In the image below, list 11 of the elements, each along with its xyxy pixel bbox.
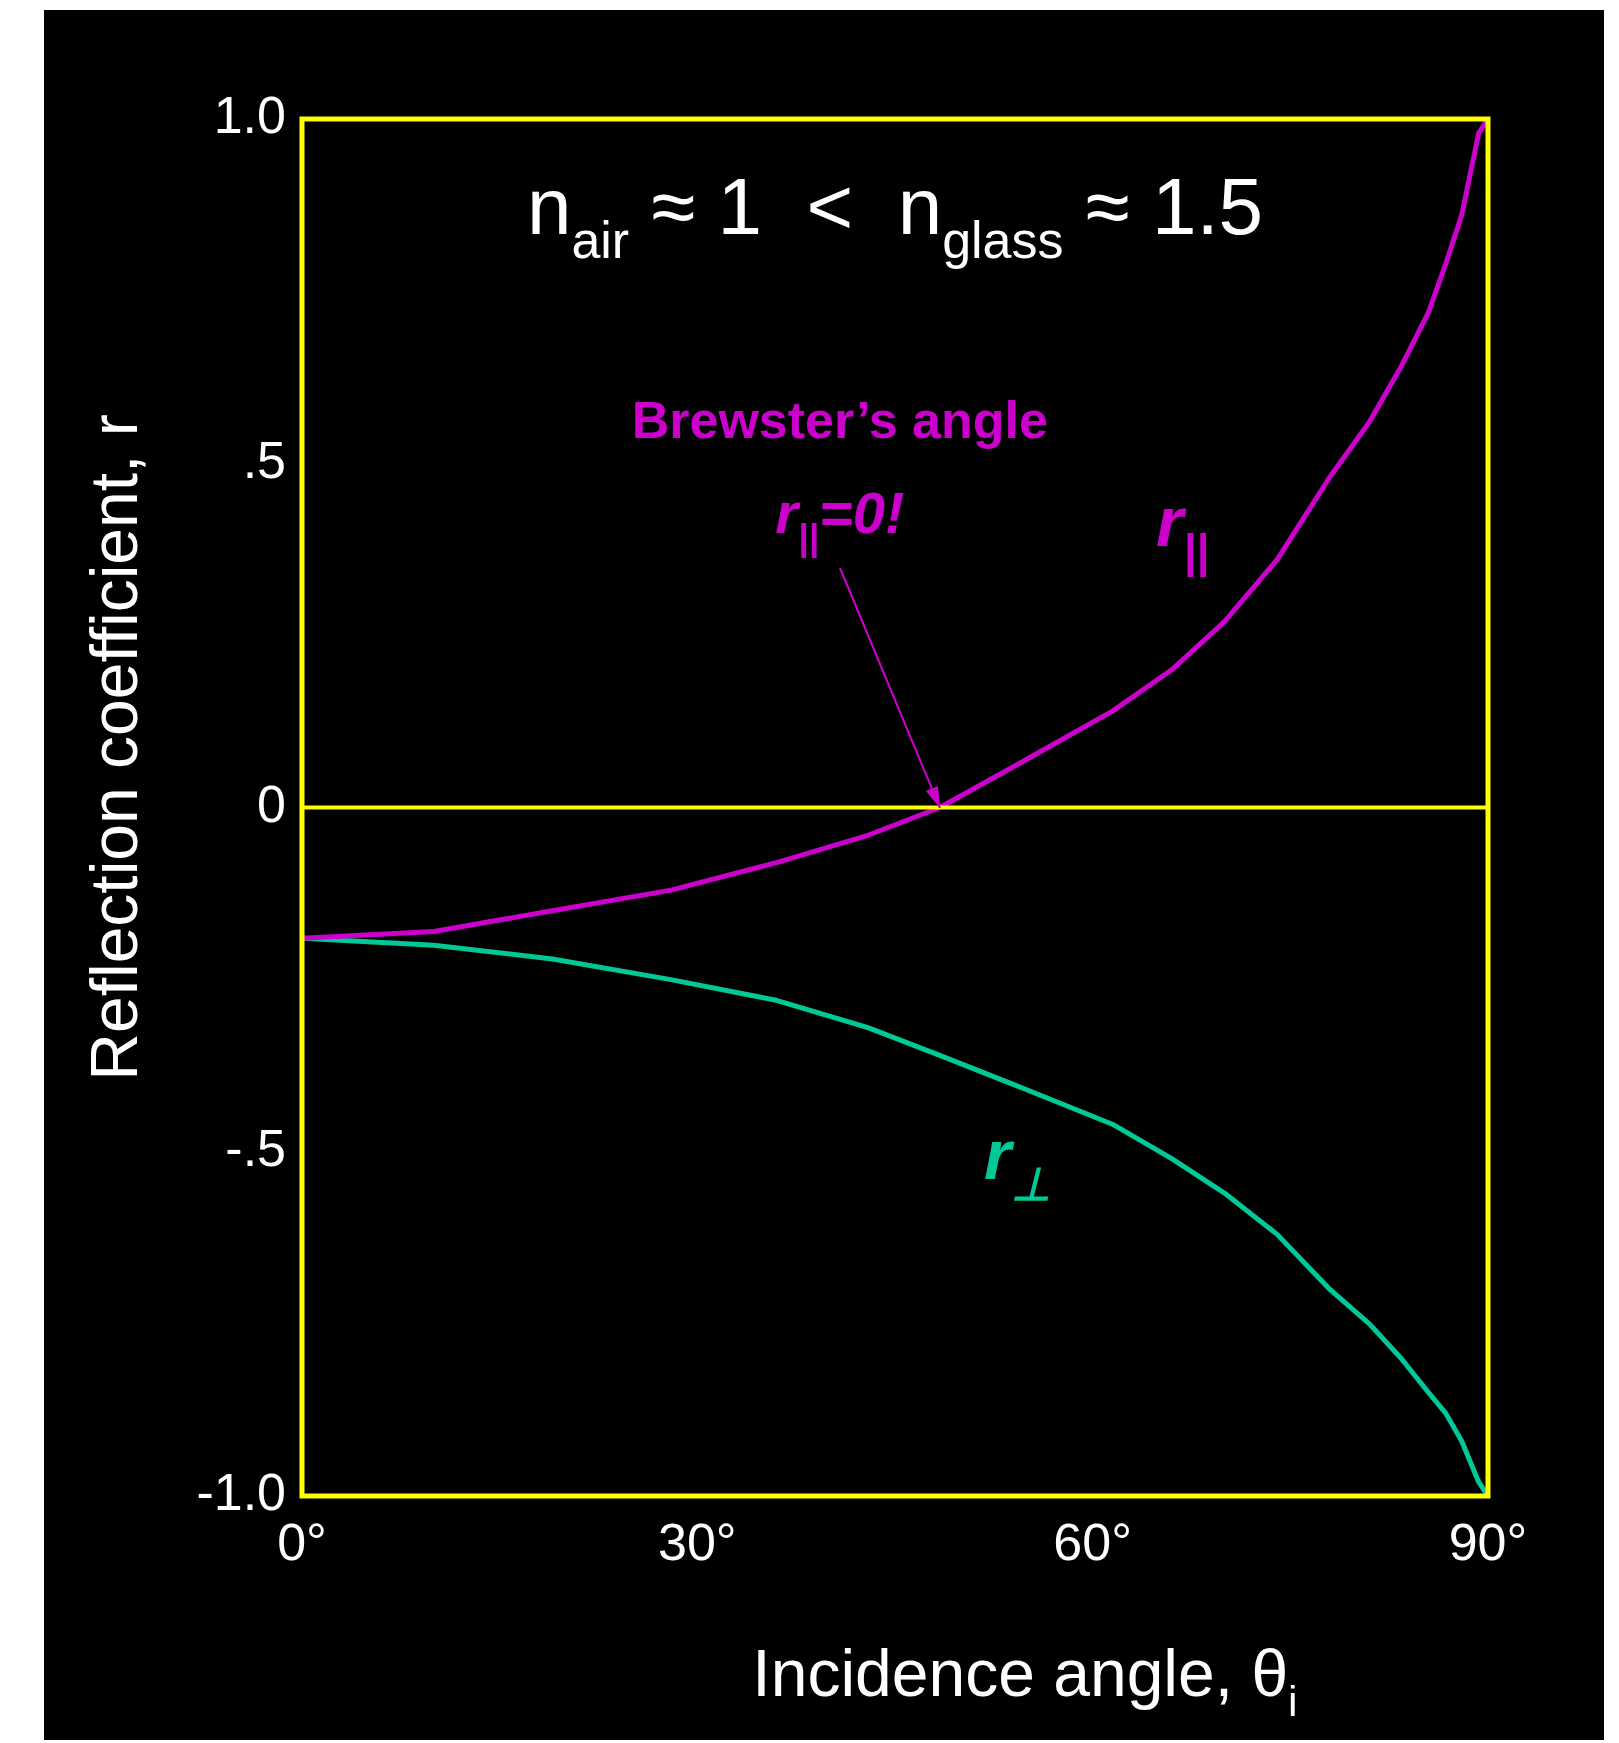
y-tick-label: -.5 [225,1119,286,1178]
y-tick-label: .5 [242,430,286,489]
x-tick-label: 90° [1448,1512,1528,1571]
x-tick-label: 60° [1053,1512,1132,1571]
y-tick-label: 1.0 [213,86,286,145]
y-axis-title: Reflection coefficient, r [77,414,151,1081]
series-label: r|| [1155,482,1209,577]
y-tick-label: 0 [257,774,286,833]
annotation: Brewster’s angle r||=0! [631,390,1048,558]
series-label: r⊥ [983,1116,1052,1211]
x-tick-label: 30° [658,1512,737,1571]
